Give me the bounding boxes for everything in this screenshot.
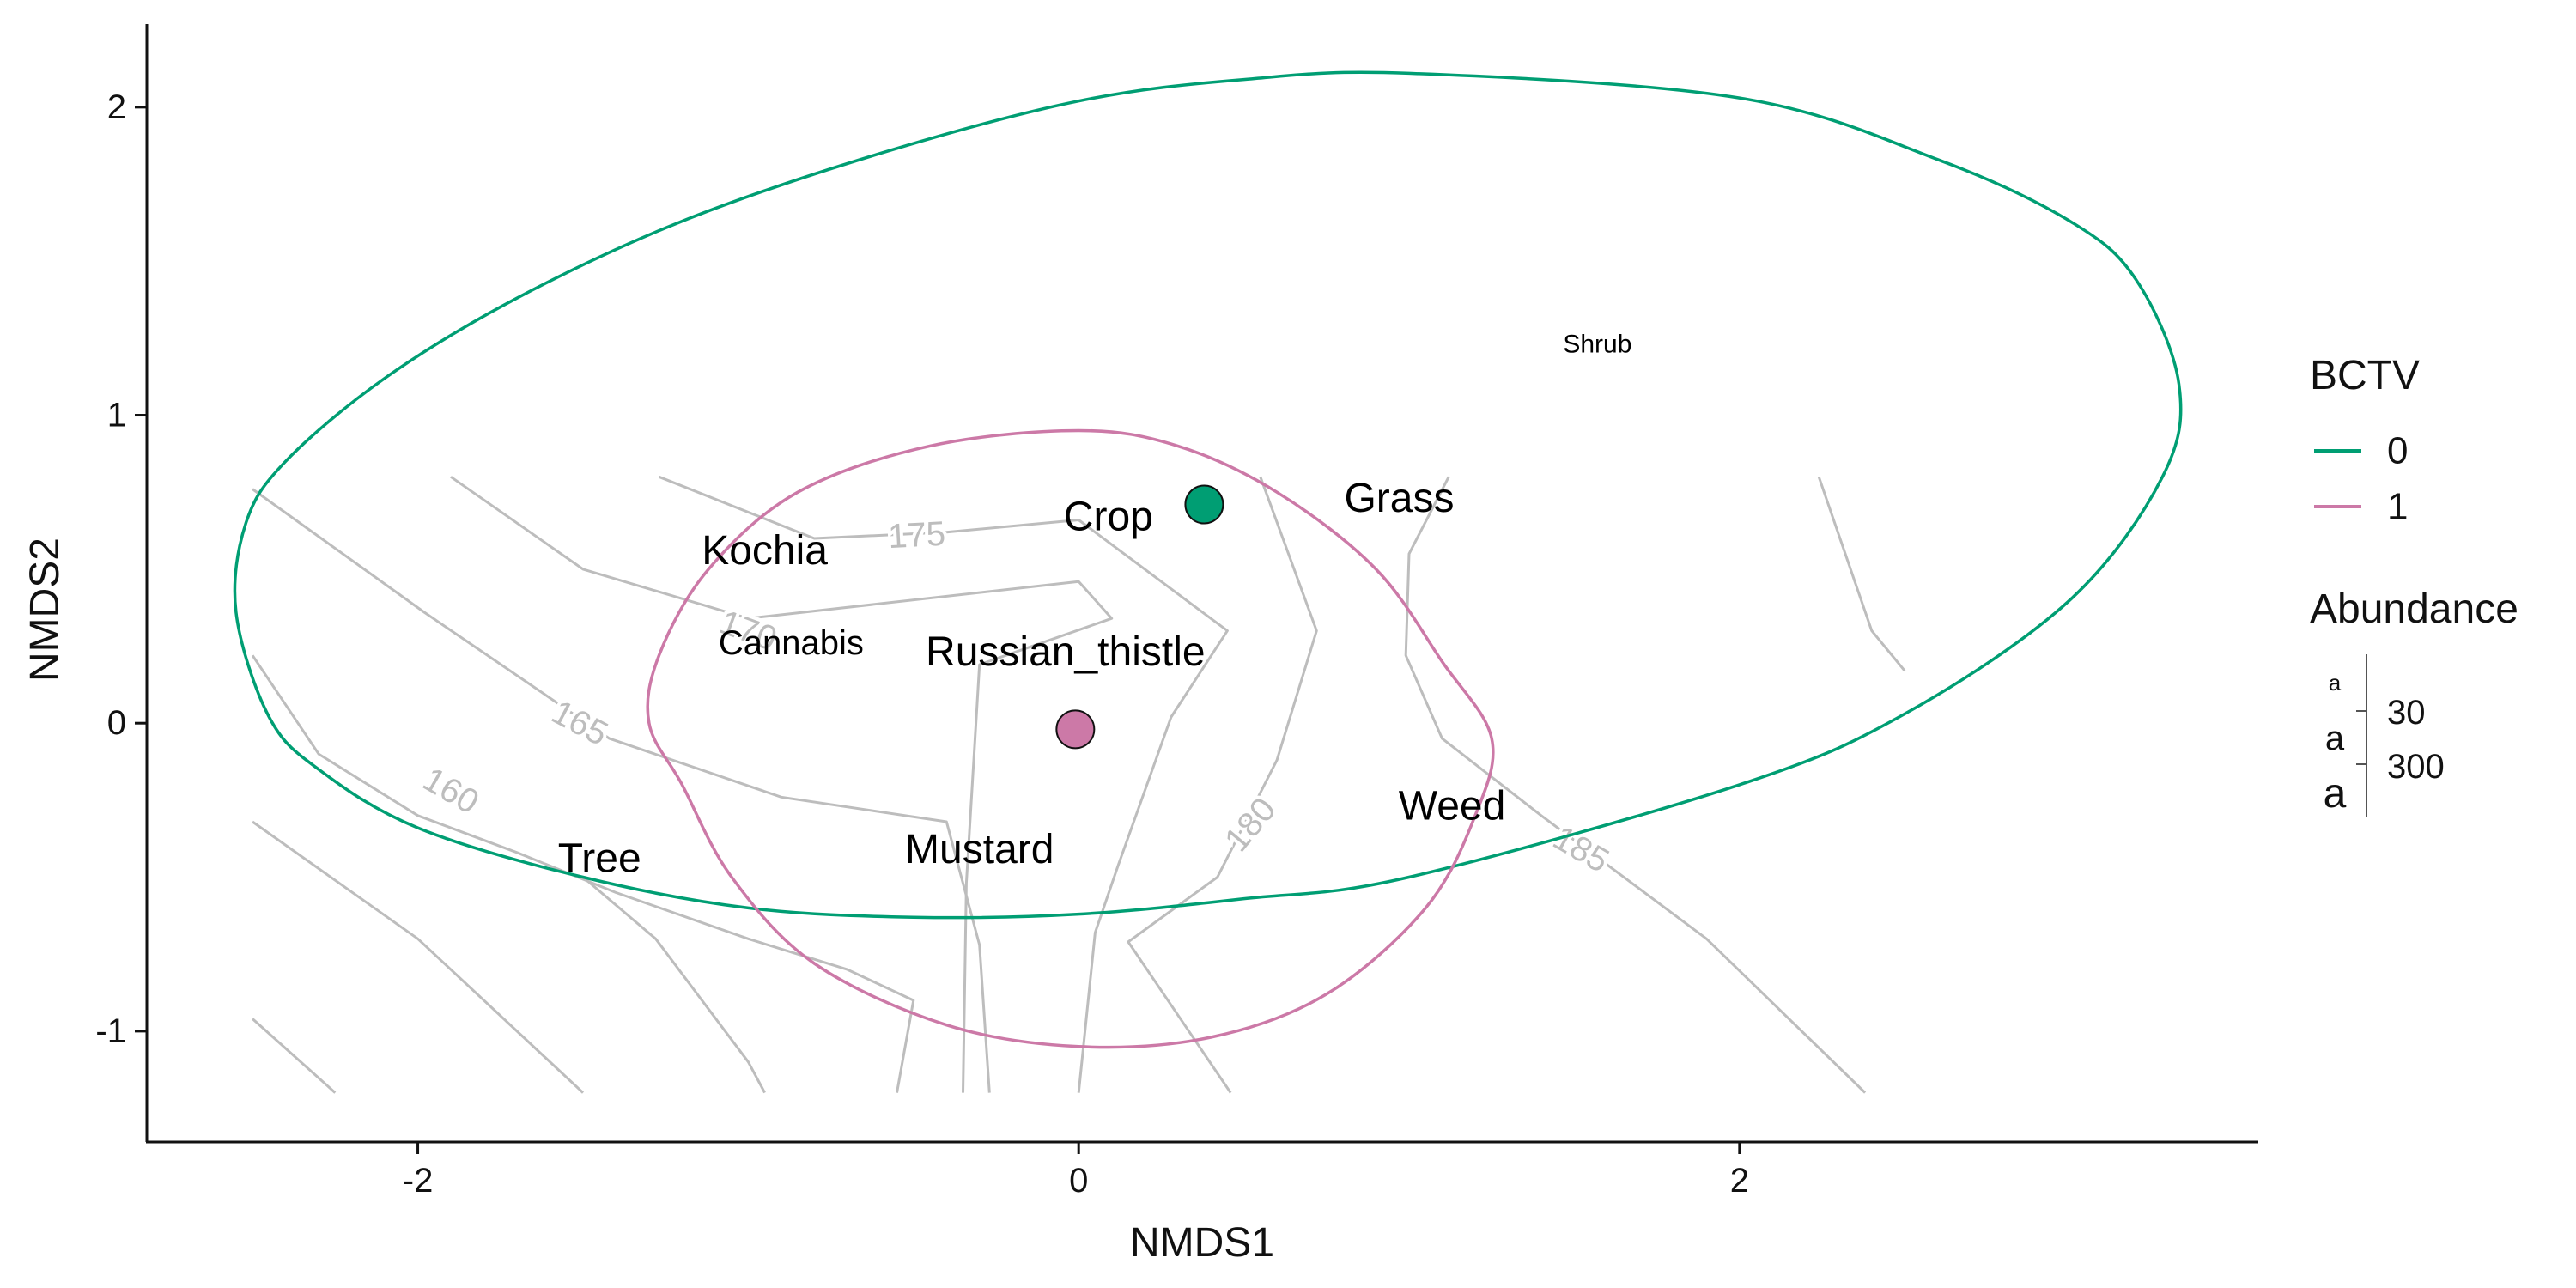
contour-line: [582, 876, 766, 1094]
x-tick-label: -2: [403, 1162, 434, 1200]
species-label: Cannabis: [719, 624, 864, 662]
species-label: Grass: [1344, 476, 1454, 521]
species-label: Mustard: [905, 827, 1054, 872]
ellipse-bctv-1: [646, 428, 1495, 1049]
species-label: Weed: [1399, 784, 1506, 829]
legend-size-title: Abundance: [2310, 586, 2518, 632]
contour-level-label: 180: [1218, 791, 1284, 859]
contour-line: [1127, 476, 1318, 1094]
centroid-point-bctv-0: [1184, 484, 1224, 525]
x-ticks: -2 0 2: [403, 1142, 1749, 1200]
contour-line: [1817, 476, 1906, 672]
contour-lines: [251, 475, 1906, 1094]
contour-line: [252, 488, 991, 1093]
legend-size-key: a a a 30 300: [2324, 654, 2445, 817]
species-label: Kochia: [702, 528, 828, 574]
contour-line: [251, 654, 915, 1093]
axes: -2 0 2 -1 0 1 2 NMDS1 NMDS2: [22, 24, 2258, 1266]
group-centroids: [1055, 484, 1224, 750]
legend-size-glyph-small: a: [2329, 670, 2342, 696]
ellipse-bctv-0: [233, 70, 2183, 920]
contour-level-label: 175: [887, 515, 946, 556]
species-label: Russian_thistle: [926, 629, 1206, 675]
legend-color-items: 01: [2314, 430, 2408, 528]
contour-line: [1404, 476, 1867, 1094]
species-labels: Shrub Grass Crop Kochia Cannabis Russian_this…: [558, 331, 1632, 882]
y-tick-label: 0: [107, 704, 126, 742]
contour-line: [450, 476, 1114, 1093]
species-label: Shrub: [1563, 331, 1631, 359]
legend-label: 1: [2387, 486, 2408, 528]
y-tick-label: 1: [107, 397, 126, 434]
species-label: Tree: [558, 836, 641, 882]
x-tick-label: 0: [1069, 1162, 1088, 1200]
x-tick-label: 2: [1730, 1162, 1749, 1200]
contour-line: [252, 1018, 337, 1094]
y-ticks: -1 0 1 2: [95, 88, 147, 1050]
species-label: Crop: [1064, 494, 1153, 539]
y-tick-label: -1: [95, 1012, 126, 1050]
centroid-point-bctv-1: [1055, 709, 1096, 750]
legend-color-title: BCTV: [2310, 353, 2420, 398]
legend-size-glyph-large: a: [2324, 771, 2347, 817]
contour-line: [658, 475, 1229, 1093]
y-tick-label: 2: [107, 88, 126, 126]
legend-size-label: 300: [2387, 748, 2445, 786]
legend-size-glyph-medium: a: [2325, 720, 2345, 757]
legend: BCTV 01 Abundance a a a 30 300: [2310, 353, 2518, 817]
group-ellipses: [233, 70, 2183, 1049]
legend-size-label: 30: [2387, 694, 2426, 732]
y-axis-title: NMDS2: [22, 538, 68, 682]
contour-line: [252, 820, 585, 1094]
x-axis-title: NMDS1: [1130, 1220, 1274, 1266]
legend-label: 0: [2387, 430, 2408, 472]
contour-level-label: 160: [416, 760, 485, 821]
